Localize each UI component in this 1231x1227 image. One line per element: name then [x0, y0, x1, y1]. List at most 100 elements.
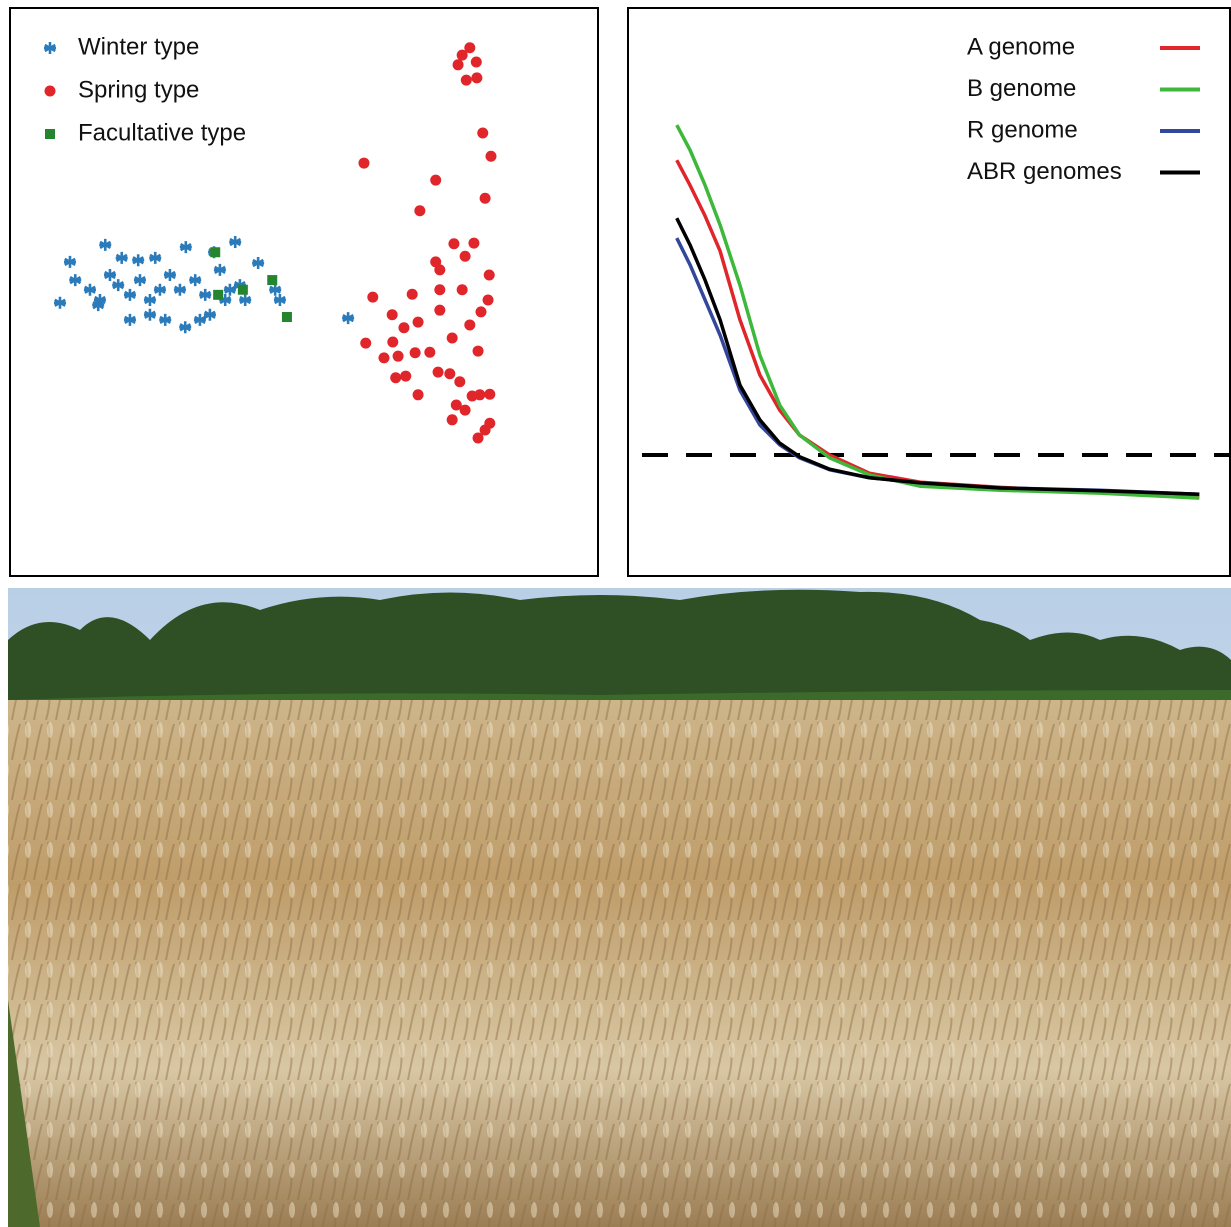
- legend-label: B genome: [967, 75, 1076, 102]
- star-marker: [273, 293, 286, 306]
- circle-marker: [430, 174, 442, 186]
- star-marker: [69, 274, 82, 287]
- circle-marker: [483, 269, 495, 281]
- star-marker: [99, 238, 112, 251]
- square-marker: [210, 247, 221, 258]
- star-marker: [53, 296, 66, 309]
- star-marker: [173, 283, 186, 296]
- circle-marker: [390, 372, 402, 384]
- circle-marker: [367, 291, 379, 303]
- star-marker: [92, 299, 105, 312]
- circle-marker: [446, 332, 458, 344]
- star-marker: [219, 293, 232, 306]
- star-marker: [132, 254, 145, 267]
- circle-marker: [387, 336, 399, 348]
- legend-marker: [45, 129, 55, 139]
- circle-marker: [479, 192, 491, 204]
- circle-marker: [434, 304, 446, 316]
- circle-marker: [432, 366, 444, 378]
- circle-marker: [464, 319, 476, 331]
- star-marker: [103, 268, 116, 281]
- star-marker: [179, 321, 192, 334]
- circle-marker: [464, 42, 476, 54]
- star-marker: [213, 263, 226, 276]
- star-marker: [123, 288, 136, 301]
- star-marker: [189, 274, 202, 287]
- circle-marker: [386, 309, 398, 321]
- star-marker: [342, 312, 355, 325]
- circle-marker: [392, 350, 404, 362]
- photo: [8, 588, 1231, 1227]
- legend-label: R genome: [967, 116, 1078, 143]
- star-marker: [63, 255, 76, 268]
- circle-marker: [412, 316, 424, 328]
- circle-marker: [466, 390, 478, 402]
- circle-marker: [424, 346, 436, 358]
- square-marker: [237, 284, 248, 295]
- circle-marker: [434, 264, 446, 276]
- circle-marker: [482, 294, 494, 306]
- circle-marker: [471, 72, 483, 84]
- circle-marker: [360, 337, 372, 349]
- star-marker: [203, 308, 216, 321]
- star-marker: [199, 288, 212, 301]
- series-line: [675, 124, 1200, 500]
- circle-marker: [448, 238, 460, 250]
- star-marker: [93, 293, 106, 306]
- circle-marker: [479, 424, 491, 436]
- circle-marker: [459, 250, 471, 262]
- star-marker: [143, 308, 156, 321]
- star-marker: [143, 293, 156, 306]
- circle-marker: [468, 237, 480, 249]
- circle-marker: [398, 322, 410, 334]
- legend-marker: [44, 42, 56, 54]
- circle-marker: [446, 414, 458, 426]
- circle-marker: [472, 432, 484, 444]
- star-marker: [115, 251, 128, 264]
- star-marker: [229, 236, 242, 249]
- circle-marker: [475, 306, 487, 318]
- circle-marker: [400, 370, 412, 382]
- circle-marker: [444, 368, 456, 380]
- circle-marker: [412, 389, 424, 401]
- circle-marker: [477, 127, 489, 139]
- circle-marker: [378, 352, 390, 364]
- star-marker: [179, 241, 192, 254]
- circle-marker: [452, 59, 464, 71]
- star-marker: [252, 257, 265, 270]
- circle-marker: [409, 347, 421, 359]
- star-marker: [159, 313, 172, 326]
- legend-label: A genome: [967, 33, 1075, 60]
- circle-marker: [450, 399, 462, 411]
- circle-marker: [454, 376, 466, 388]
- legend-marker: [44, 85, 56, 97]
- circle-marker: [485, 150, 497, 162]
- legend-label: Facultative type: [78, 119, 246, 146]
- legend-label: Spring type: [78, 76, 199, 103]
- circle-marker: [470, 56, 482, 68]
- circle-marker: [434, 284, 446, 296]
- circle-marker: [406, 288, 418, 300]
- star-marker: [153, 283, 166, 296]
- circle-marker: [414, 205, 426, 217]
- circle-marker: [472, 345, 484, 357]
- series-line: [675, 217, 1200, 496]
- star-marker: [239, 293, 252, 306]
- panel-frame: [9, 7, 599, 577]
- star-marker: [163, 268, 176, 281]
- star-marker: [193, 313, 206, 326]
- circle-marker: [358, 157, 370, 169]
- star-marker: [123, 313, 136, 326]
- circle-marker: [456, 49, 468, 61]
- circle-marker: [460, 74, 472, 86]
- square-marker: [213, 289, 224, 300]
- star-marker: [83, 283, 96, 296]
- circle-marker: [456, 284, 468, 296]
- square-marker: [281, 311, 292, 322]
- star-marker: [269, 283, 282, 296]
- star-marker: [149, 251, 162, 264]
- square-marker: [267, 275, 278, 286]
- legend-label: ABR genomes: [967, 158, 1122, 185]
